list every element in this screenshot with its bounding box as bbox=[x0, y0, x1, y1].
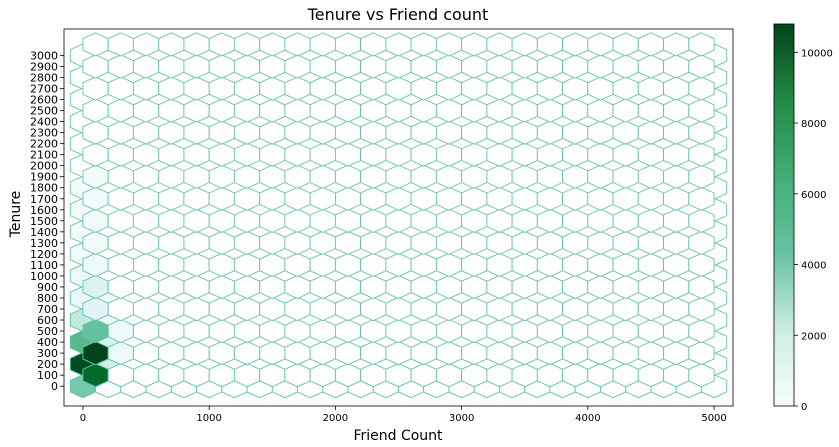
y-tick-label: 1700 bbox=[30, 193, 58, 206]
colorbar-tick-label: 6000 bbox=[801, 190, 826, 201]
y-tick-label: 1400 bbox=[30, 226, 58, 239]
x-tick-label: 0 bbox=[80, 413, 86, 424]
hex-bin bbox=[688, 164, 715, 189]
hex-bin bbox=[688, 142, 715, 167]
colorbar-gradient bbox=[773, 23, 795, 407]
y-tick-label: 2700 bbox=[30, 83, 58, 96]
hex-bin bbox=[688, 319, 715, 344]
y-tick-label: 3000 bbox=[30, 49, 58, 62]
x-tick-label: 1000 bbox=[196, 413, 221, 424]
y-tick-label: 2100 bbox=[30, 149, 58, 162]
y-tick-label: 1600 bbox=[30, 204, 58, 217]
colorbar-tick-label: 2000 bbox=[801, 331, 826, 342]
y-tick-label: 900 bbox=[37, 281, 58, 294]
colorbar: 0 2000 4000 6000 8000 10000 bbox=[773, 23, 833, 413]
hex-bin bbox=[688, 252, 715, 277]
hex-bin bbox=[688, 274, 715, 299]
plot-area bbox=[63, 28, 734, 407]
y-tick-label: 500 bbox=[37, 325, 58, 338]
y-tick-label: 2000 bbox=[30, 160, 58, 173]
y-tick-label: 300 bbox=[37, 347, 58, 360]
y-tick-label: 2900 bbox=[30, 60, 58, 73]
y-tick-label: 1100 bbox=[30, 259, 58, 272]
y-tick-label: 2800 bbox=[30, 72, 58, 85]
y-tick-label: 1300 bbox=[30, 237, 58, 250]
hex-bin bbox=[688, 54, 715, 79]
colorbar-tick-label: 8000 bbox=[801, 119, 826, 130]
y-tick-label: 2600 bbox=[30, 94, 58, 107]
plot-border bbox=[63, 28, 734, 407]
x-tick-label: 2000 bbox=[323, 413, 348, 424]
hex-bin bbox=[688, 363, 715, 388]
y-tick-label: 2400 bbox=[30, 116, 58, 129]
y-tick-label: 2300 bbox=[30, 127, 58, 140]
x-axis-label: Friend Count bbox=[353, 428, 443, 444]
colorbar-tick-label: 10000 bbox=[801, 48, 833, 59]
y-tick-label: 1900 bbox=[30, 171, 58, 184]
y-tick-label: 1000 bbox=[30, 270, 58, 283]
chart-title: Tenure vs Friend count bbox=[307, 5, 489, 24]
y-axis-label: Tenure bbox=[8, 191, 24, 239]
y-tick-label: 100 bbox=[37, 369, 58, 382]
hex-bin bbox=[688, 230, 715, 255]
hex-bin bbox=[688, 76, 715, 101]
y-tick-label: 400 bbox=[37, 336, 58, 349]
x-axis: 0 1000 2000 3000 4000 5000 bbox=[80, 406, 727, 424]
y-tick-label: 2500 bbox=[30, 105, 58, 118]
y-tick-label: 600 bbox=[37, 314, 58, 327]
y-tick-label: 700 bbox=[37, 303, 58, 316]
hex-bin bbox=[688, 296, 715, 322]
x-tick-label: 4000 bbox=[575, 413, 600, 424]
y-axis: 0100200300400500600700800900100011001200… bbox=[30, 49, 64, 393]
y-tick-label: 0 bbox=[51, 380, 58, 393]
y-tick-label: 1500 bbox=[30, 215, 58, 228]
x-tick-label: 3000 bbox=[449, 413, 474, 424]
y-tick-label: 2200 bbox=[30, 138, 58, 151]
hex-bin bbox=[688, 208, 715, 233]
hex-bins bbox=[69, 32, 728, 399]
y-tick-label: 1200 bbox=[30, 248, 58, 261]
colorbar-tick-label: 0 bbox=[801, 402, 807, 413]
hex-bin bbox=[688, 120, 715, 145]
y-tick-label: 1800 bbox=[30, 182, 58, 195]
hex-bin bbox=[688, 341, 715, 366]
colorbar-tick-label: 4000 bbox=[801, 261, 826, 272]
hex-bin bbox=[688, 98, 715, 123]
x-tick-label: 5000 bbox=[701, 413, 726, 424]
y-tick-label: 200 bbox=[37, 358, 58, 371]
hex-bin bbox=[688, 32, 715, 57]
hex-bin bbox=[688, 186, 715, 211]
y-tick-label: 800 bbox=[37, 292, 58, 305]
